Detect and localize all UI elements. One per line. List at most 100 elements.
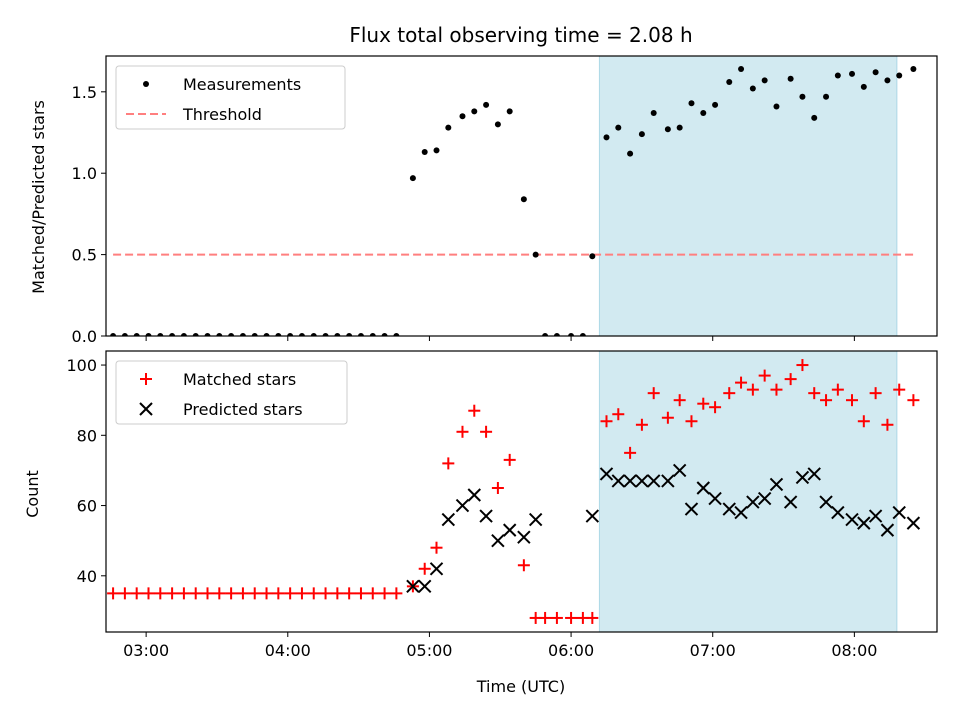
x-tick-label: 06:00 — [548, 641, 594, 660]
matched-point — [685, 415, 698, 428]
matched-point — [166, 587, 179, 600]
measurement-point — [216, 333, 223, 336]
matched-point — [857, 415, 870, 428]
y-tick-label: 1.5 — [72, 83, 97, 102]
predicted-point — [769, 477, 784, 492]
matched-point — [673, 394, 686, 407]
matched-point — [366, 587, 379, 600]
matched-point — [390, 587, 403, 600]
measurement-point — [228, 333, 235, 336]
matched-point — [647, 387, 660, 400]
matched-point — [154, 587, 167, 600]
measurement-point — [787, 75, 794, 82]
predicted-point — [517, 530, 531, 544]
predicted-point — [722, 502, 736, 516]
measurement-point — [471, 108, 478, 115]
predicted-point — [491, 533, 505, 548]
legend-entry-label: Predicted stars — [183, 400, 303, 419]
matched-point — [612, 408, 625, 421]
matched-point — [820, 394, 833, 407]
legend-entry-label: Measurements — [183, 75, 301, 94]
predicted-point — [528, 512, 543, 527]
measurement-point — [180, 333, 187, 336]
matched-point — [758, 369, 771, 382]
matched-point — [624, 446, 637, 459]
matched-point — [709, 401, 722, 414]
matched-point — [201, 587, 214, 600]
predicted-point — [672, 463, 687, 478]
matched-point — [735, 376, 748, 389]
x-tick-label: 07:00 — [690, 641, 736, 660]
matched-point — [272, 587, 285, 600]
measurement-point — [433, 147, 440, 154]
legend-entry-label: Matched stars — [183, 370, 296, 389]
matched-point — [456, 425, 469, 438]
matched-point — [480, 425, 493, 438]
predicted-point — [868, 509, 883, 523]
y-tick-label: 80 — [77, 426, 97, 445]
predicted-point — [880, 523, 895, 537]
measurement-point — [393, 333, 400, 336]
matched-point — [213, 587, 226, 600]
measurement-point — [298, 333, 305, 336]
observing-window — [598, 55, 898, 337]
predicted-point — [684, 502, 699, 516]
measurement-point — [749, 85, 756, 92]
measurement-point — [121, 333, 128, 336]
count-plot-area — [107, 359, 921, 624]
predicted-point — [831, 505, 845, 520]
y-tick-label: 60 — [77, 497, 97, 516]
measurement-point — [169, 333, 176, 336]
matched-point — [869, 387, 882, 400]
ratio-legend: Measurements Threshold — [115, 65, 346, 130]
matched-point — [586, 611, 599, 624]
predicted-point — [585, 509, 600, 523]
matched-point — [468, 404, 481, 417]
matched-point — [831, 383, 844, 396]
measurement-point — [664, 126, 671, 133]
x-axis-label: Time (UTC) — [476, 677, 565, 696]
y-tick-label: 0.5 — [72, 246, 97, 265]
matched-point — [550, 611, 563, 624]
predicted-point — [429, 562, 444, 576]
measurement-point — [872, 69, 879, 76]
legend-box — [115, 360, 348, 425]
matched-point — [784, 373, 797, 386]
chart-title: Flux total observing time = 2.08 h — [349, 23, 692, 47]
measurement-point — [860, 83, 867, 90]
predicted-point — [892, 505, 906, 520]
predicted-point — [661, 474, 675, 488]
measurement-point — [110, 333, 117, 336]
matched-point — [284, 587, 297, 600]
matched-point — [565, 611, 578, 624]
x-tick-label: 05:00 — [406, 641, 452, 660]
measurement-point — [239, 333, 246, 336]
predicted-point — [807, 467, 821, 481]
predicted-point — [611, 474, 625, 488]
matched-point — [846, 394, 859, 407]
matched-point — [189, 587, 202, 600]
predicted-point — [746, 495, 760, 509]
matched-point — [118, 587, 131, 600]
ratio-panel: 0.0 0.5 1.0 1.5 Measurements Threshold — [72, 55, 938, 346]
measurement-point — [145, 333, 152, 336]
legend-entry-label: Threshold — [182, 105, 262, 124]
legend-box — [115, 65, 346, 130]
measurement-point — [589, 253, 596, 260]
measurement-point — [553, 333, 560, 336]
predicted-point — [857, 516, 871, 530]
x-tick-label: 04:00 — [265, 641, 311, 660]
matched-point — [600, 415, 613, 428]
measurement-point — [542, 333, 549, 336]
measurement-point — [688, 100, 695, 107]
predicted-point — [734, 505, 748, 520]
measurement-point — [133, 333, 140, 336]
matched-point — [295, 587, 308, 600]
predicted-point — [906, 516, 921, 530]
matched-point — [517, 559, 530, 572]
measurement-point — [615, 124, 622, 131]
legend-measurement-marker — [143, 81, 149, 87]
measurement-point — [157, 333, 164, 336]
matched-point — [236, 587, 249, 600]
